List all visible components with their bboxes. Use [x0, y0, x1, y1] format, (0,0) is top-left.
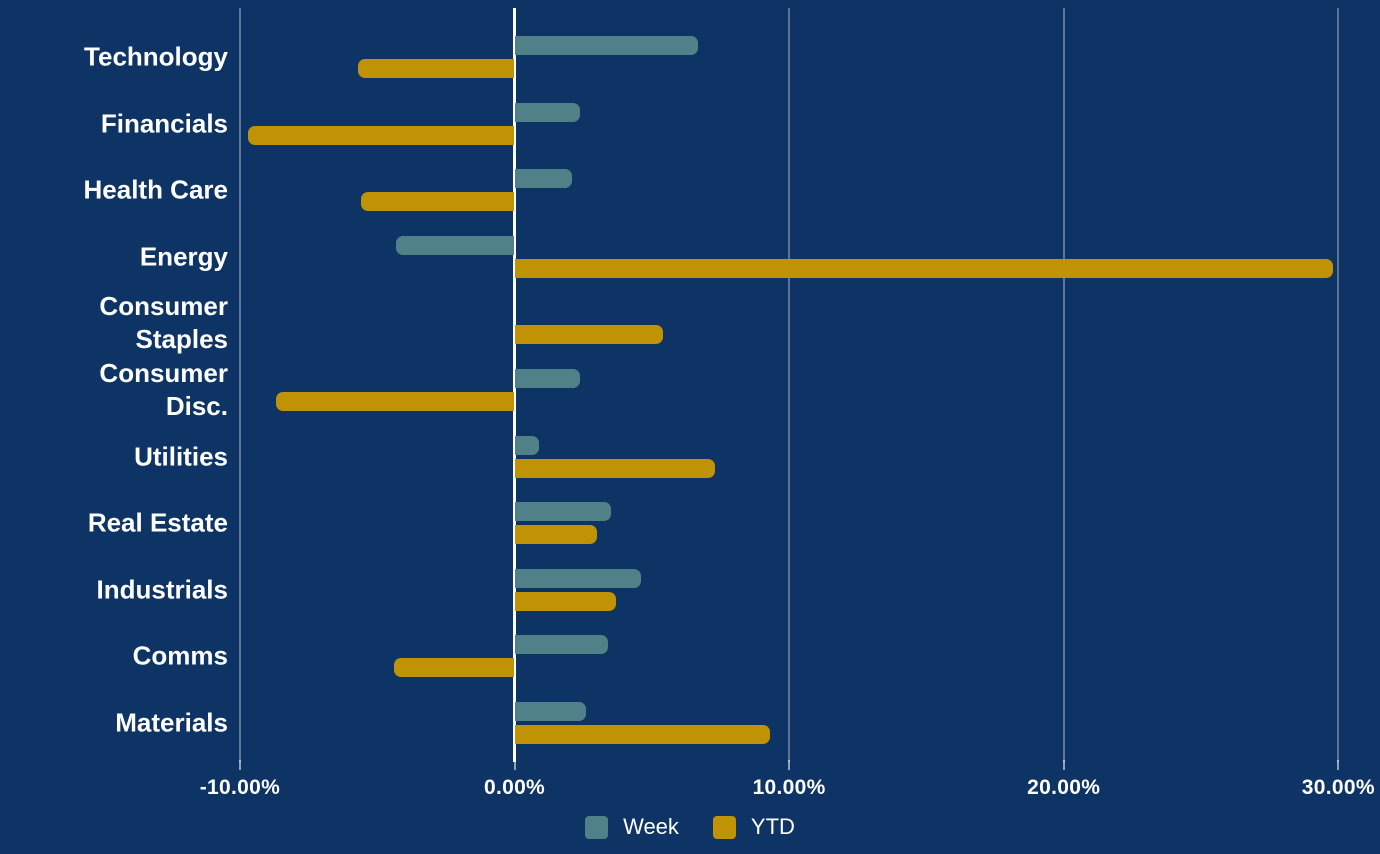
bar-week-utilities — [514, 435, 540, 455]
bar-ytd-utilities — [514, 458, 715, 478]
category-label-consumer-disc: Consumer Disc. — [99, 357, 228, 421]
gridline-20 — [1062, 8, 1065, 762]
category-label-comms: Comms — [132, 640, 228, 671]
category-label-industrials: Industrials — [96, 574, 228, 605]
bar-week-financials — [514, 102, 581, 122]
bar-ytd-real-estate — [514, 525, 597, 545]
legend-label-week: Week — [623, 814, 679, 839]
bar-week-real-estate — [514, 502, 611, 522]
legend-item-week: Week — [585, 814, 679, 840]
x-axis-label--10: -10.00% — [199, 776, 281, 799]
week-series-swatch — [585, 815, 609, 839]
gridline--10 — [238, 8, 241, 762]
x-axis-label-0: 0.00% — [483, 776, 546, 799]
legend: Week YTD — [0, 814, 1380, 840]
bar-week-health-care — [514, 169, 573, 189]
x-axis-label-10: 10.00% — [752, 776, 826, 799]
category-label-materials: Materials — [115, 707, 228, 738]
x-axis-tick--10 — [238, 760, 241, 770]
category-label-financials: Financials — [100, 108, 228, 139]
bar-ytd-materials — [514, 725, 770, 744]
bar-ytd-technology — [357, 59, 515, 78]
bar-week-consumer-disc — [514, 369, 581, 388]
x-axis-tick-30 — [1337, 760, 1340, 770]
legend-item-ytd: YTD — [712, 814, 795, 840]
x-axis-tick-10 — [788, 760, 791, 770]
category-label-energy: Energy — [139, 241, 228, 272]
category-label-technology: Technology — [84, 41, 228, 72]
x-axis-tick-20 — [1062, 760, 1065, 770]
gridline-30 — [1337, 8, 1340, 762]
bar-week-comms — [514, 635, 608, 655]
x-axis-label-20: 20.00% — [1027, 776, 1101, 799]
bar-ytd-consumer-staples — [514, 325, 663, 345]
category-label-health-care: Health Care — [83, 174, 229, 205]
category-label-real-estate: Real Estate — [87, 507, 228, 538]
category-label-consumer-staples: Consumer Staples — [99, 291, 228, 355]
ytd-series-swatch — [712, 815, 736, 839]
bar-ytd-comms — [393, 658, 515, 678]
bar-ytd-financials — [248, 125, 515, 145]
x-axis-tick-0 — [513, 760, 516, 770]
bar-week-industrials — [514, 568, 641, 588]
bar-week-energy — [396, 235, 515, 255]
category-label-utilities: Utilities — [134, 441, 228, 472]
bar-ytd-consumer-disc — [275, 392, 515, 411]
bar-ytd-energy — [514, 258, 1333, 278]
bar-ytd-health-care — [360, 192, 515, 212]
bar-ytd-industrials — [514, 591, 617, 611]
gridline-10 — [788, 8, 791, 762]
bar-week-materials — [514, 702, 586, 721]
x-axis-label-30: 30.00% — [1301, 776, 1375, 799]
bar-week-technology — [514, 36, 699, 55]
legend-label-ytd: YTD — [750, 814, 795, 839]
